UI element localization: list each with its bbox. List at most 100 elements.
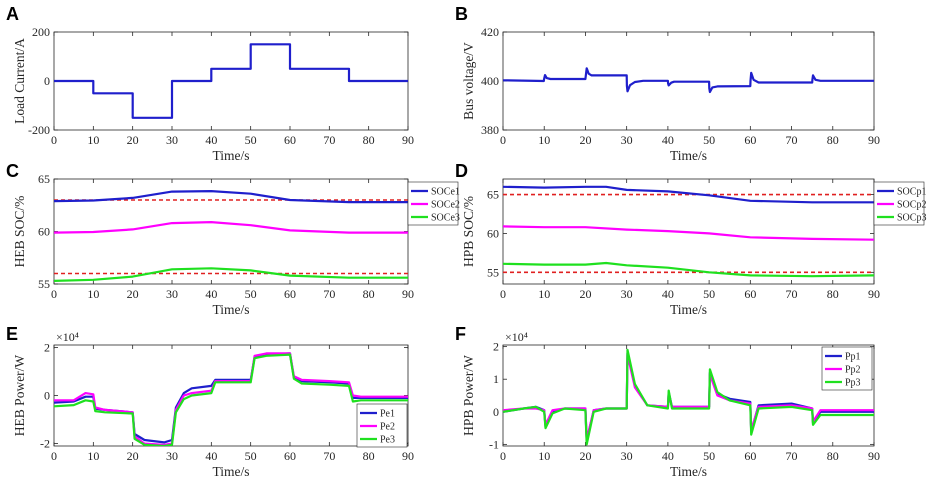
series-line-socp1 <box>503 185 874 204</box>
x-tick-label: 80 <box>363 133 375 147</box>
series-line-soce2 <box>54 221 408 234</box>
x-tick-label: 80 <box>827 287 839 301</box>
x-tick-label: 10 <box>87 287 99 301</box>
x-tick-label: 80 <box>827 449 839 463</box>
panel-letter: F <box>455 324 466 344</box>
x-tick-label: 50 <box>245 287 257 301</box>
y-tick-label: 0 <box>493 405 499 419</box>
x-tick-label: 10 <box>538 133 550 147</box>
x-tick-label: 20 <box>579 133 591 147</box>
y-tick-label: 55 <box>487 265 499 279</box>
x-tick-label: 0 <box>51 449 57 463</box>
x-tick-label: 10 <box>87 133 99 147</box>
x-tick-label: 90 <box>402 287 414 301</box>
panel-d: D 0 10 20 30 40 50 60 70 80 90 55 60 65 Time/s HPB SOC/… <box>455 161 926 317</box>
x-tick-label: 60 <box>744 449 756 463</box>
panel-letter: A <box>6 4 19 24</box>
x-tick-label: 90 <box>868 133 880 147</box>
legend-label: Pe2 <box>380 422 395 433</box>
x-tick-label: 80 <box>827 133 839 147</box>
x-tick-label: 40 <box>662 449 674 463</box>
legend: SOCe1 SOCe2 SOCe3 <box>407 181 460 226</box>
plot-area <box>502 344 875 447</box>
legend-label: SOCe3 <box>431 213 460 224</box>
y-tick-label: 2 <box>44 340 50 354</box>
y-tick-label: 60 <box>38 225 50 239</box>
x-tick-label: 30 <box>166 133 178 147</box>
y-tick-label: 65 <box>487 188 499 202</box>
x-tick-label: 70 <box>323 449 335 463</box>
x-tick-label: 40 <box>205 287 217 301</box>
x-tick-label: 0 <box>500 449 506 463</box>
x-tick-label: 30 <box>166 287 178 301</box>
legend-label: Pp2 <box>845 365 861 376</box>
legend-label: SOCe2 <box>431 200 460 211</box>
y-tick-label: 0 <box>44 74 50 88</box>
panel-c: C 0 10 20 30 40 50 60 70 80 90 55 60 65 Time/s HEB SOC/… <box>6 161 460 317</box>
x-tick-label: 20 <box>579 449 591 463</box>
panel-letter: D <box>455 161 468 181</box>
x-tick-label: 20 <box>579 287 591 301</box>
x-tick-label: 40 <box>205 133 217 147</box>
panel-letter: C <box>6 161 19 181</box>
x-tick-label: 30 <box>166 449 178 463</box>
legend: Pe1 Pe2 Pe3 <box>356 403 408 448</box>
y-tick-label: 1 <box>493 372 499 386</box>
x-tick-label: 70 <box>786 449 798 463</box>
legend-label: SOCe1 <box>431 187 460 198</box>
x-tick-label: 30 <box>621 133 633 147</box>
y-tick-label: 2 <box>493 340 499 354</box>
series-line-soce3 <box>54 267 408 282</box>
series-line-soce1 <box>54 190 408 204</box>
x-tick-label: 90 <box>402 449 414 463</box>
legend-label: SOCp1 <box>897 187 926 198</box>
x-tick-label: 20 <box>127 287 139 301</box>
x-tick-label: 40 <box>662 287 674 301</box>
x-tick-label: 0 <box>51 133 57 147</box>
y-multiplier: ×10⁴ <box>56 330 79 344</box>
series-line-pe2 <box>54 352 408 446</box>
y-axis-label: HPB Power/W <box>461 355 476 436</box>
x-tick-label: 10 <box>538 449 550 463</box>
x-tick-label: 70 <box>323 287 335 301</box>
legend: SOCp1 SOCp2 SOCp3 <box>873 181 926 226</box>
x-axis-label: Time/s <box>212 302 249 317</box>
panel-letter: B <box>455 4 468 24</box>
panel-b: B 0 10 20 30 40 50 60 70 80 90 380 400 420 Time/s Bus v… <box>455 4 880 163</box>
panel-letter: E <box>6 324 18 344</box>
x-tick-label: 50 <box>703 133 715 147</box>
x-tick-label: 50 <box>245 133 257 147</box>
y-axis-label: HEB Power/W <box>12 355 27 437</box>
x-tick-label: 70 <box>786 133 798 147</box>
x-tick-label: 60 <box>744 133 756 147</box>
series-line-socp3 <box>503 261 874 278</box>
x-tick-label: 70 <box>323 133 335 147</box>
y-tick-label: 200 <box>32 25 50 39</box>
y-multiplier: ×10⁴ <box>505 330 528 344</box>
x-tick-label: 60 <box>284 133 296 147</box>
y-tick-label: 55 <box>38 277 50 291</box>
legend: Pp1 Pp2 Pp3 <box>821 346 873 391</box>
x-tick-label: 50 <box>245 449 257 463</box>
x-tick-label: 10 <box>538 287 550 301</box>
series-line-bus-voltage <box>503 67 874 94</box>
x-tick-label: 30 <box>621 449 633 463</box>
y-tick-label: 400 <box>481 74 499 88</box>
x-tick-label: 40 <box>205 449 217 463</box>
x-tick-label: 40 <box>662 133 674 147</box>
x-axis-label: Time/s <box>212 464 249 479</box>
legend-label: Pp1 <box>845 352 861 363</box>
x-tick-label: 50 <box>703 449 715 463</box>
x-tick-label: 90 <box>868 287 880 301</box>
y-axis-label: HEB SOC/% <box>12 196 27 268</box>
x-tick-label: 60 <box>284 449 296 463</box>
x-tick-label: 60 <box>744 287 756 301</box>
series-line-socp2 <box>503 225 874 241</box>
x-tick-label: 50 <box>703 287 715 301</box>
x-tick-label: 80 <box>363 287 375 301</box>
legend-label: Pp3 <box>845 378 861 389</box>
x-tick-label: 60 <box>284 287 296 301</box>
